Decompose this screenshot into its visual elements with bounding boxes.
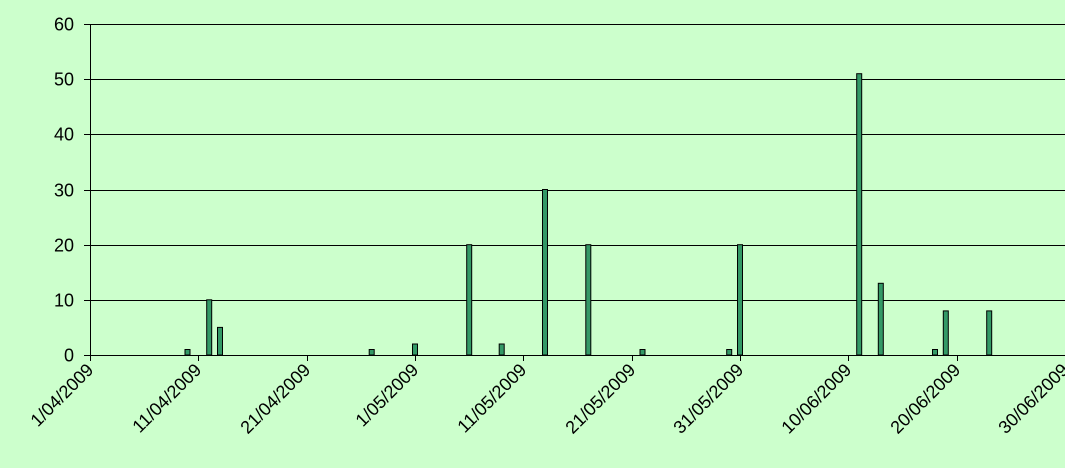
x-tick-label: 21/04/2009	[236, 360, 314, 438]
x-tick-label: 1/05/2009	[352, 360, 423, 431]
x-tick-label: 31/05/2009	[669, 360, 747, 438]
x-tick-label: 20/06/2009	[886, 360, 964, 438]
bar	[184, 349, 191, 356]
bar	[737, 244, 743, 356]
bar	[498, 343, 505, 356]
x-tick-label: 1/04/2009	[27, 360, 98, 431]
bar	[412, 343, 418, 356]
y-tick-label: 30	[54, 181, 74, 201]
bar	[368, 349, 375, 356]
x-tick-labels: 1/04/2009 11/04/2009 21/04/2009 1/05/2009 11…	[27, 360, 1065, 438]
bar	[466, 244, 473, 356]
x-tick-label: 11/05/2009	[453, 360, 530, 437]
bar	[542, 189, 548, 356]
x-tick-label: 30/06/2009	[994, 360, 1065, 438]
bar	[585, 244, 592, 356]
axes	[84, 24, 1065, 361]
y-tick-label: 10	[54, 291, 74, 311]
bar	[942, 310, 949, 356]
bar	[726, 349, 733, 356]
x-tick-label: 11/04/2009	[128, 360, 205, 437]
bars	[184, 73, 993, 356]
x-tick-label: 21/05/2009	[561, 360, 639, 438]
bar	[206, 299, 213, 356]
y-tick-label: 60	[54, 15, 74, 35]
gridlines	[90, 24, 1065, 301]
bar	[639, 349, 646, 356]
y-tick-label: 0	[64, 346, 74, 366]
y-tick-label: 40	[54, 125, 74, 145]
y-tick-labels: 0 10 20 30 40 50 60	[54, 15, 74, 366]
bar	[877, 282, 884, 356]
bar	[856, 73, 863, 356]
y-tick-label: 50	[54, 70, 74, 90]
bar	[986, 310, 993, 356]
bar	[932, 349, 938, 356]
x-tick-label: 10/06/2009	[777, 360, 855, 438]
bar	[217, 326, 223, 356]
y-tick-label: 20	[54, 236, 74, 256]
